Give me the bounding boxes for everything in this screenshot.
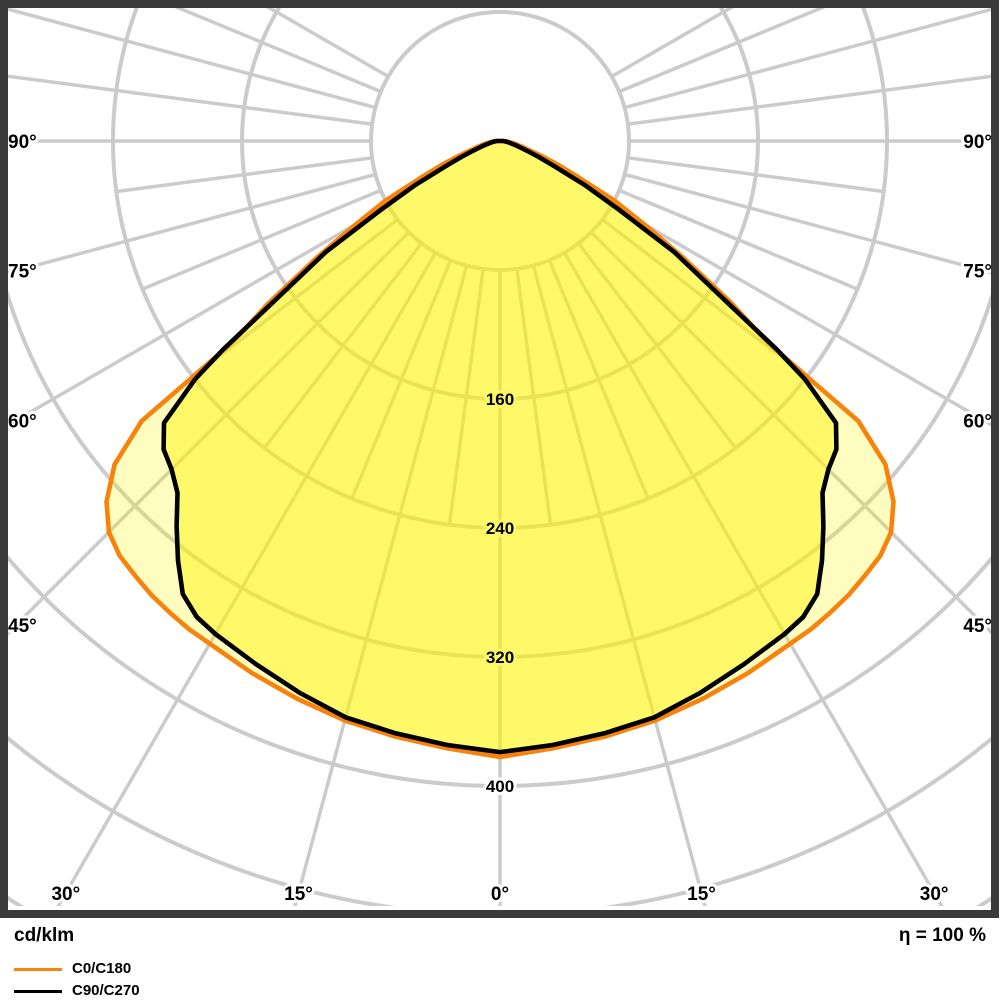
angle-label-right: 75° [963,262,992,283]
angle-label-bottom: 15° [687,884,716,905]
grid-radial-line [531,265,707,906]
grid-radial-line [627,74,991,126]
grid-radial-line [56,251,438,906]
angle-label-bottom: 15° [284,884,313,905]
grid-radial-line [191,218,399,378]
angle-label-right: 90° [963,132,992,153]
angle-label-left: 75° [8,262,37,283]
grid-radial-line [515,268,553,525]
chart-footer: cd/klm η = 100 % C0/C180 C90/C270 [0,920,1000,1000]
angle-label-left: 90° [8,132,37,153]
grid-radial-line [8,230,411,636]
ring-value-label: 400 [486,777,514,796]
grid-radial-line [263,242,423,450]
axis-labels: 160 240 320 400 45° 45° 60° 60° 75° 75° 90° 90° 0° 15… [5,129,995,908]
grid-radial-line [141,188,382,291]
chart-frame [0,0,999,918]
grid-radial-line [562,251,944,906]
angle-label-right: 60° [963,411,992,432]
plot-area [8,8,991,906]
grid-radial-line [618,188,859,291]
angle-label-bottom: 30° [920,884,949,905]
unit-label: cd/klm [14,925,75,946]
grid-radial-line [174,8,382,94]
c0-line-swatch [14,967,62,971]
grid-radial-line [350,259,453,500]
grid-radial-line [577,242,737,450]
grid-radial-line [589,230,991,635]
grid-radial-line [266,8,390,79]
polar-intensity-chart: 160 240 320 400 45° 45° 60° 60° 75° 75° 90° 90° 0° 15… [0,0,999,918]
legend-row-c90: C90/C270 [14,980,140,1000]
c90-c270-curve [161,138,839,755]
grid-radial-line [447,268,485,525]
light-output-ratio-label: η = 100 % [898,925,986,946]
ring-value-label: 240 [486,519,514,538]
grid-radial-line [610,8,734,79]
ring-value-label: 160 [486,390,514,409]
angle-label-right: 45° [963,616,992,637]
grid-radial-line [627,156,884,194]
legend: C0/C180 C90/C270 [14,958,140,1000]
grid-radial-line [601,218,809,378]
c90-line-swatch [14,989,62,993]
angle-label-left: 45° [8,616,37,637]
grid-radial-line [624,172,991,275]
grid-radial-line [8,74,373,126]
grid-radial-line [8,203,390,428]
grid-radial-line [8,172,376,275]
polar-grid [8,8,991,906]
angle-label-bottom: 0° [491,884,509,905]
grid-radial-line [610,203,991,427]
legend-label-c0: C0/C180 [72,960,132,977]
grid-radial-line [618,8,826,94]
angle-label-bottom: 30° [51,884,80,905]
angle-label-left: 60° [8,411,37,432]
legend-label-c90: C90/C270 [72,982,140,999]
grid-radial-line [624,8,991,110]
grid-radial-line [293,265,469,906]
grid-radial-line [8,8,376,110]
legend-row-c0: C0/C180 [14,958,140,980]
grid-radial-line [547,259,650,500]
grid-radial-line [116,156,373,194]
ring-value-label: 320 [486,648,514,667]
